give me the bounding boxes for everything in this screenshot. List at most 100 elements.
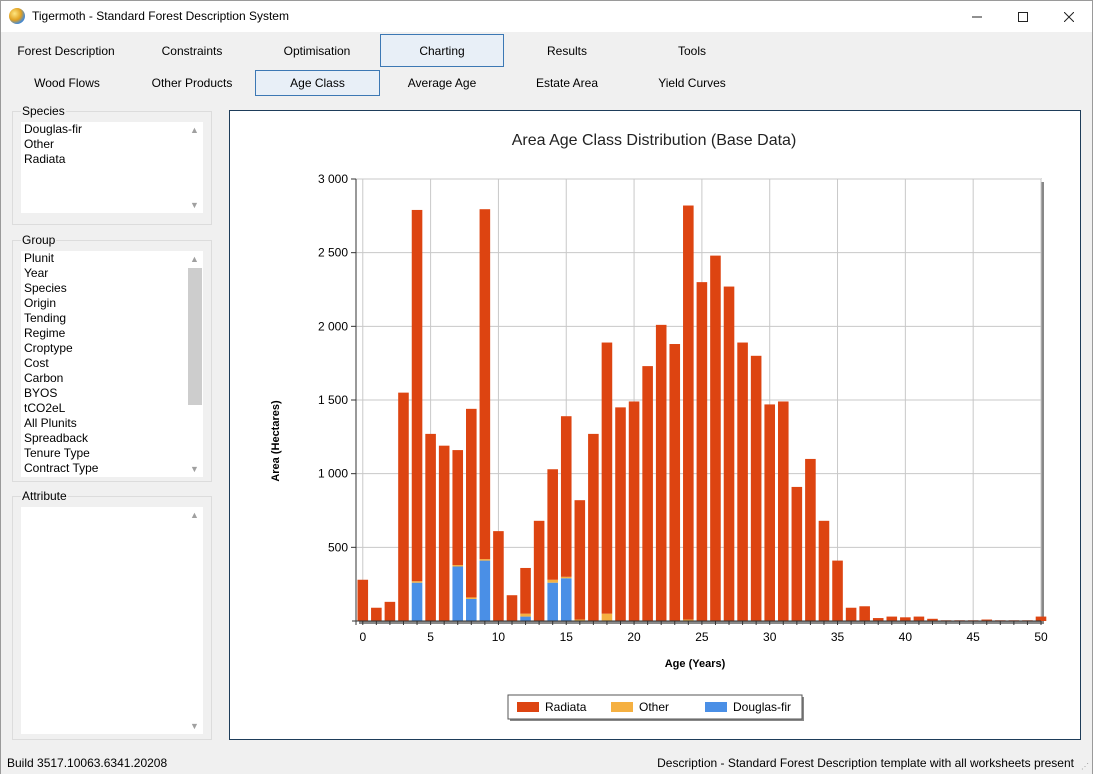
- legend-swatch-other: [611, 702, 633, 712]
- subtab-other-products[interactable]: Other Products: [151, 76, 233, 90]
- status-description: Description - Standard Forest Descriptio…: [657, 756, 1074, 770]
- tab-constraints[interactable]: Constraints: [161, 43, 223, 58]
- tab-optimisation[interactable]: Optimisation: [283, 43, 351, 58]
- x-tick-label: 20: [627, 630, 641, 644]
- attribute-label: Attribute: [21, 489, 68, 503]
- bar-radiata-age-10: [493, 531, 504, 621]
- list-item[interactable]: Spreadback: [24, 431, 89, 445]
- list-item[interactable]: Regime: [24, 326, 66, 340]
- x-tick-label: 40: [899, 630, 913, 644]
- list-item[interactable]: Year: [24, 266, 49, 280]
- list-item[interactable]: Cost: [24, 356, 49, 370]
- list-item[interactable]: Radiata: [24, 152, 66, 166]
- subtab-average-age[interactable]: Average Age: [407, 76, 477, 90]
- list-item[interactable]: Douglas-fir: [24, 122, 83, 136]
- maximize-button[interactable]: [1000, 1, 1046, 32]
- species-listbox[interactable]: Douglas-fir Other Radiata ▲ ▼: [21, 122, 203, 213]
- list-item[interactable]: Tending: [24, 311, 67, 325]
- legend-swatch-radiata: [517, 702, 539, 712]
- subtab-estate-area[interactable]: Estate Area: [535, 76, 599, 90]
- main-tab-bar: Forest Description Constraints Optimisat…: [1, 34, 1092, 67]
- list-item[interactable]: Croptype: [24, 341, 73, 355]
- bar-radiata-age-17: [588, 433, 599, 621]
- legend-label-radiata: Radiata: [545, 700, 587, 714]
- group-group: Group Plunit Year Species Origin Tending…: [12, 233, 212, 482]
- bar-other-age-14: [547, 579, 558, 583]
- status-bar: Build 3517.10063.6341.20208 Description …: [1, 752, 1092, 774]
- list-item[interactable]: All Plunits: [24, 416, 77, 430]
- bar-radiata-age-23: [669, 344, 681, 621]
- list-item[interactable]: Species: [24, 281, 67, 295]
- bar-douglas-fir-age-9: [479, 560, 491, 621]
- bar-radiata-age-35: [832, 560, 843, 621]
- bar-other-age-18: [601, 613, 613, 621]
- bar-other-age-24: [683, 619, 694, 621]
- bar-radiata-age-46: [981, 619, 993, 621]
- list-item[interactable]: Carbon: [24, 371, 64, 385]
- bar-radiata-age-2: [384, 601, 396, 621]
- x-axis-label: Age (Years): [665, 658, 726, 670]
- tab-forest-description[interactable]: Forest Description: [17, 43, 115, 58]
- scroll-thumb[interactable]: [188, 268, 202, 405]
- scroll-down-icon[interactable]: ▼: [190, 721, 199, 731]
- y-tick-label: 500: [328, 540, 348, 554]
- tab-charting[interactable]: Charting: [380, 34, 504, 67]
- bar-radiata-age-30: [764, 404, 776, 621]
- legend-box: [507, 694, 803, 720]
- y-axis-label: Area (Hectares): [270, 400, 282, 482]
- subtab-wood-flows[interactable]: Wood Flows: [34, 76, 100, 90]
- bar-douglas-fir-age-8: [466, 598, 477, 621]
- y-tick-label: 2 000: [318, 319, 348, 333]
- bar-douglas-fir-age-4: [411, 582, 423, 621]
- window-title: Tigermoth - Standard Forest Description …: [32, 9, 289, 23]
- scroll-down-icon[interactable]: ▼: [190, 464, 199, 474]
- group-listbox[interactable]: Plunit Year Species Origin Tending Regim…: [21, 251, 203, 477]
- bar-radiata-age-20: [628, 401, 640, 621]
- bar-other-age-12: [520, 613, 531, 617]
- bar-radiata-age-4: [411, 209, 423, 582]
- bar-radiata-age-24: [683, 205, 694, 620]
- bar-radiata-age-19: [615, 407, 626, 621]
- bar-radiata-age-39: [886, 616, 898, 621]
- scroll-up-icon[interactable]: ▲: [190, 510, 199, 520]
- list-item[interactable]: Plunit: [24, 251, 55, 265]
- plot-area: 500 1 000 1 500 2 000 2 500 3 000 0 5 10 15 20 25 30…: [318, 172, 1048, 644]
- tab-tools[interactable]: Tools: [677, 43, 706, 58]
- bar-radiata-age-26: [710, 255, 721, 621]
- scroll-up-icon[interactable]: ▲: [190, 254, 199, 264]
- maximize-icon: [1018, 11, 1028, 22]
- bar-douglas-fir-age-7: [452, 566, 464, 621]
- list-item[interactable]: Contract Type: [24, 461, 99, 475]
- list-item[interactable]: tCO2eL: [24, 401, 66, 415]
- x-tick-label: 35: [831, 630, 845, 644]
- list-item[interactable]: Tenure Type: [24, 446, 90, 460]
- bar-radiata-age-29: [750, 355, 762, 621]
- x-tick-label: 25: [695, 630, 709, 644]
- list-item[interactable]: BYOS: [24, 386, 58, 400]
- bar-other-age-16: [574, 619, 586, 621]
- attribute-group: Attribute ▲ ▼: [12, 489, 212, 740]
- scroll-up-icon[interactable]: ▲: [190, 125, 199, 135]
- bar-radiata-age-27: [723, 286, 735, 621]
- bar-radiata-age-15: [560, 416, 572, 577]
- close-button[interactable]: [1046, 1, 1092, 32]
- legend-swatch-douglas-fir: [705, 702, 727, 712]
- list-item[interactable]: Origin: [24, 296, 57, 310]
- species-scrollbar[interactable]: ▲ ▼: [186, 122, 203, 213]
- group-label: Group: [21, 233, 57, 247]
- scroll-down-icon[interactable]: ▼: [190, 200, 199, 210]
- tab-results[interactable]: Results: [546, 43, 587, 58]
- attribute-listbox[interactable]: ▲ ▼: [21, 507, 203, 734]
- legend-label-other: Other: [639, 700, 669, 714]
- minimize-button[interactable]: [954, 1, 1000, 32]
- attribute-scrollbar[interactable]: ▲ ▼: [186, 507, 203, 734]
- subtab-age-class[interactable]: Age Class: [255, 70, 380, 96]
- subtab-yield-curves[interactable]: Yield Curves: [658, 76, 726, 90]
- age-class-chart: Area Age Class Distribution (Base Data) …: [270, 132, 1048, 721]
- y-tick-label: 2 500: [318, 246, 348, 260]
- bar-radiata-age-7: [452, 450, 464, 566]
- list-item[interactable]: Other: [24, 137, 55, 151]
- group-scrollbar[interactable]: ▲ ▼: [186, 251, 203, 477]
- bar-radiata-age-18: [601, 342, 613, 614]
- resize-grip-icon[interactable]: ⋰: [1081, 762, 1089, 771]
